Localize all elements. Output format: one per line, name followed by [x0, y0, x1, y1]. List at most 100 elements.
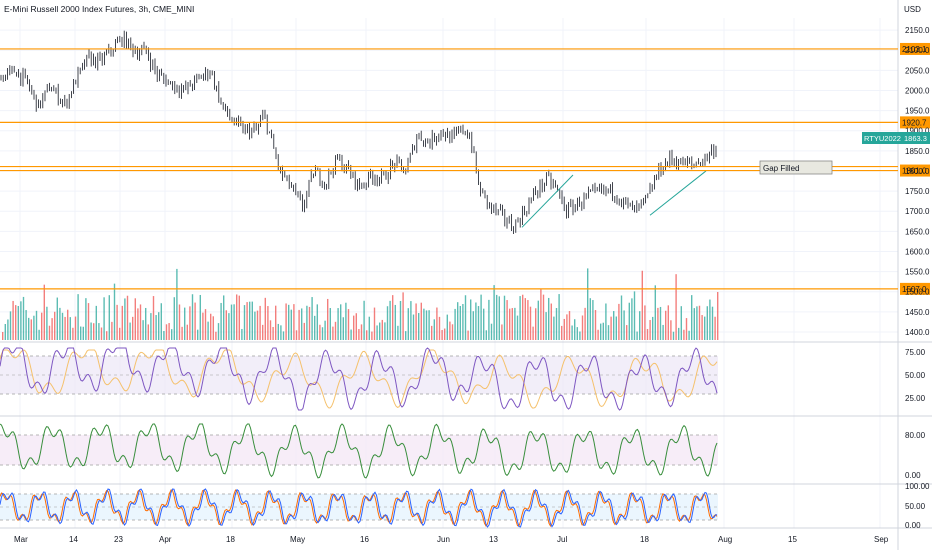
volume-bar: [462, 304, 464, 340]
volume-bar: [259, 305, 261, 340]
volume-bar: [680, 306, 682, 340]
volume-bar: [431, 325, 433, 340]
symbol-price-tag: RTYU2022 1863.3: [862, 132, 930, 144]
volume-bar: [698, 305, 701, 340]
volume-bar: [454, 308, 456, 340]
symbol-tag-box: [862, 132, 902, 144]
volume-bar: [704, 316, 706, 340]
volume-bar: [350, 329, 352, 340]
time-tick-label: May: [290, 535, 305, 544]
volume-bar: [685, 318, 688, 340]
time-tick-label: 18: [226, 535, 235, 544]
volume-bar: [67, 309, 69, 340]
volume-bar: [176, 268, 178, 340]
volume-bar: [285, 303, 287, 340]
volume-bar: [280, 325, 282, 340]
volume-bar: [210, 313, 212, 340]
volume-bar: [717, 292, 719, 340]
time-axis: Mar 14 23 Apr 18 May 16 Jun 13 Jul 18 Aug 15 Sep: [14, 535, 889, 544]
volume-bar: [553, 316, 555, 340]
volume-bar: [142, 320, 144, 340]
volume-bar: [433, 319, 435, 340]
volume-bar: [220, 302, 222, 340]
volume-bar: [537, 300, 539, 340]
volume-bar: [381, 319, 383, 340]
volume-bar: [22, 296, 25, 340]
volume-bar: [488, 299, 490, 340]
time-tick-label: 16: [360, 535, 369, 544]
volume-bar: [618, 303, 620, 340]
time-tick-label: Jul: [557, 535, 567, 544]
volume-bar: [314, 315, 316, 340]
time-tick-label: Sep: [874, 535, 889, 544]
volume-bar: [589, 298, 591, 340]
volume-bar: [48, 325, 51, 340]
volume-bar: [191, 294, 194, 340]
volume-bar: [709, 299, 711, 340]
volume-bar: [527, 300, 529, 340]
volume-bar: [415, 303, 417, 340]
volume-bar: [126, 295, 129, 340]
volume-bar: [238, 295, 240, 340]
volume-bar: [353, 315, 355, 340]
volume-bar: [392, 295, 394, 340]
volume-bar: [449, 321, 451, 340]
volume-bar: [334, 321, 337, 340]
volume-bar: [43, 284, 45, 340]
horizontal-levels[interactable]: 2103.1 1920.7 1801.0 1507.0: [0, 42, 930, 295]
volume-bar: [683, 329, 685, 340]
volume-bar: [693, 308, 695, 340]
level-tag: [900, 116, 930, 129]
price-tick-label: 1550.0: [905, 268, 930, 277]
price-tick-label: 1600.0: [905, 247, 930, 256]
volume-bar: [332, 326, 334, 340]
volume-bar: [236, 294, 238, 340]
volume-bar: [30, 319, 32, 340]
rsi-line: [0, 347, 718, 411]
volume-bar: [467, 330, 469, 340]
volume-bar: [288, 304, 290, 340]
volume-bar: [457, 302, 459, 340]
volume-bar: [20, 301, 22, 340]
volume-bar: [555, 308, 558, 340]
price-tick-label: 1400.0: [905, 328, 930, 337]
volume-bar: [620, 295, 623, 340]
time-tick-label: Mar: [14, 535, 28, 544]
volume-bar: [152, 296, 155, 340]
volume-bar: [308, 306, 311, 340]
price-tick-label: 1950.0: [905, 107, 930, 116]
volume-bar: [230, 304, 233, 340]
volume-bar: [207, 321, 209, 340]
volume-bar: [38, 329, 40, 340]
volume-bar: [56, 297, 58, 340]
volume-bar: [165, 324, 168, 340]
time-tick-label: 18: [640, 535, 649, 544]
volume-bar: [116, 304, 118, 340]
volume-bar: [181, 326, 183, 340]
volume-bar: [33, 315, 35, 340]
volume-bar: [204, 309, 207, 340]
volume-bar: [98, 323, 100, 340]
volume-bar: [659, 306, 662, 340]
volume-bar: [212, 316, 214, 340]
price-tick-label: 2000.0: [905, 86, 930, 95]
volume-bar: [436, 307, 438, 340]
volume-bar: [199, 294, 201, 340]
volume-bar: [243, 305, 246, 340]
volume-bar: [186, 324, 188, 340]
volume-bar: [667, 305, 669, 340]
volume-bar: [394, 304, 396, 340]
price-tick-label: 2150.0: [905, 26, 930, 35]
volume-bar: [223, 295, 225, 340]
volume-bar: [399, 300, 402, 340]
volume-bar: [576, 327, 578, 340]
volume-bar: [506, 300, 508, 340]
volume-bar: [163, 331, 165, 340]
oscillator-tick-label: 0.00: [905, 471, 921, 480]
gap-filled-annotation[interactable]: Gap Filled: [759, 160, 833, 175]
volume-bar: [379, 322, 381, 340]
level-tag-text: 2103.1: [902, 45, 927, 54]
volume-bar: [277, 323, 279, 340]
volume-bar: [652, 316, 654, 340]
